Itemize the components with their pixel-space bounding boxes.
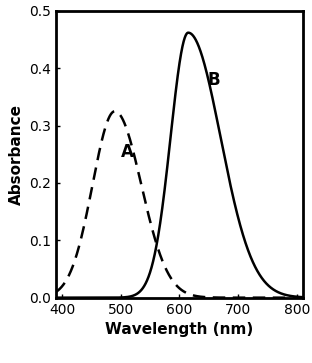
Y-axis label: Absorbance: Absorbance	[9, 104, 24, 205]
X-axis label: Wavelength (nm): Wavelength (nm)	[105, 322, 254, 337]
Text: B: B	[207, 72, 220, 89]
Text: A: A	[121, 143, 134, 161]
